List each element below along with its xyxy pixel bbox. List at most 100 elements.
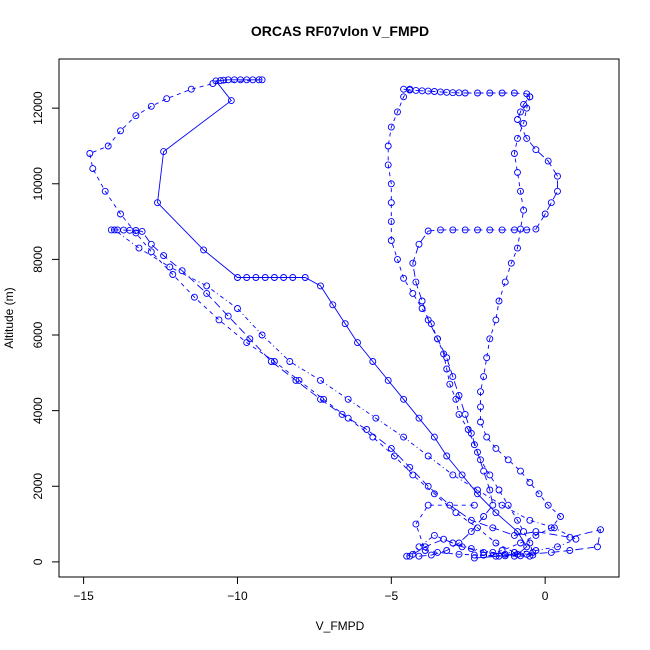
data-point	[424, 482, 432, 490]
data-point	[544, 157, 552, 165]
data-point	[486, 89, 494, 97]
data-point	[514, 168, 521, 176]
data-point	[412, 278, 420, 286]
data-point	[480, 513, 488, 520]
data-point	[514, 516, 521, 524]
data-point	[449, 373, 457, 381]
data-point	[160, 148, 168, 156]
data-point	[400, 274, 408, 282]
data-point	[510, 531, 518, 539]
data-point	[415, 240, 423, 248]
data-point	[135, 244, 143, 252]
series-line-7	[480, 96, 562, 556]
data-point	[547, 548, 555, 556]
data-point	[394, 255, 401, 263]
data-point	[246, 335, 254, 343]
data-point	[443, 547, 451, 554]
y-tick-label: 0	[31, 558, 45, 565]
data-point	[440, 535, 448, 543]
data-point	[501, 278, 509, 286]
series-line-5	[403, 88, 558, 557]
data-point	[258, 331, 266, 339]
data-point	[154, 199, 161, 207]
data-point	[514, 116, 521, 123]
data-point	[492, 552, 500, 560]
data-point	[486, 471, 494, 479]
data-point	[427, 320, 435, 328]
data-point	[341, 320, 349, 328]
data-point	[86, 150, 94, 157]
data-point	[387, 218, 395, 226]
data-point	[452, 509, 460, 517]
data-point	[384, 142, 392, 150]
data-point	[400, 395, 408, 403]
data-point	[480, 467, 488, 475]
data-point	[526, 479, 534, 486]
y-tick-label: 8000	[31, 246, 45, 273]
data-point	[532, 225, 540, 233]
y-tick-label: 10000	[31, 167, 45, 201]
data-point	[203, 289, 211, 297]
data-point	[526, 552, 534, 560]
data-point	[474, 448, 481, 456]
data-point	[138, 227, 146, 235]
data-point	[474, 490, 481, 498]
series-line-6	[387, 88, 534, 557]
data-point	[424, 227, 432, 235]
data-point	[477, 418, 484, 426]
data-point	[412, 520, 420, 528]
data-point	[409, 471, 417, 479]
data-point	[190, 293, 198, 301]
data-point	[594, 543, 601, 551]
data-point	[427, 551, 435, 559]
data-point	[455, 410, 463, 418]
data-point	[470, 441, 478, 449]
data-point	[217, 77, 224, 85]
data-point	[406, 552, 414, 560]
chart-title: ORCAS RF07vlon V_FMPD	[251, 23, 429, 39]
data-point	[110, 226, 118, 234]
data-point	[489, 524, 497, 532]
data-point	[418, 305, 426, 312]
data-point	[387, 444, 395, 452]
data-point	[477, 388, 484, 396]
data-point	[477, 456, 484, 464]
data-point	[289, 274, 297, 281]
data-point	[344, 414, 352, 422]
data-point	[498, 226, 506, 234]
data-point	[547, 524, 555, 532]
data-point	[514, 244, 521, 252]
data-point	[510, 552, 518, 560]
series-line-2	[89, 79, 533, 557]
data-point	[430, 531, 438, 539]
data-point	[255, 76, 263, 84]
data-point	[483, 433, 491, 441]
data-point	[566, 547, 574, 554]
data-point	[532, 531, 540, 539]
data-point	[292, 376, 300, 384]
data-point	[517, 225, 524, 233]
data-point	[89, 165, 97, 173]
data-point	[532, 146, 540, 154]
x-axis-title: V_FMPD	[316, 619, 365, 633]
data-point	[384, 161, 392, 169]
data-point	[409, 289, 417, 297]
data-point	[489, 501, 497, 509]
data-point	[369, 358, 377, 365]
data-point	[400, 433, 408, 441]
data-point	[437, 226, 444, 234]
x-tick-label: −10	[227, 589, 248, 603]
data-point	[387, 237, 395, 244]
y-axis-title: Altitude (m)	[2, 287, 16, 348]
data-point	[597, 526, 604, 534]
data-point	[507, 259, 515, 267]
data-point	[344, 395, 352, 403]
data-point	[104, 142, 112, 150]
data-point	[554, 187, 561, 195]
data-point	[467, 528, 475, 536]
data-point	[390, 452, 398, 460]
data-point	[434, 548, 441, 556]
data-point	[329, 301, 337, 309]
data-point	[409, 259, 417, 267]
data-point	[520, 528, 528, 536]
